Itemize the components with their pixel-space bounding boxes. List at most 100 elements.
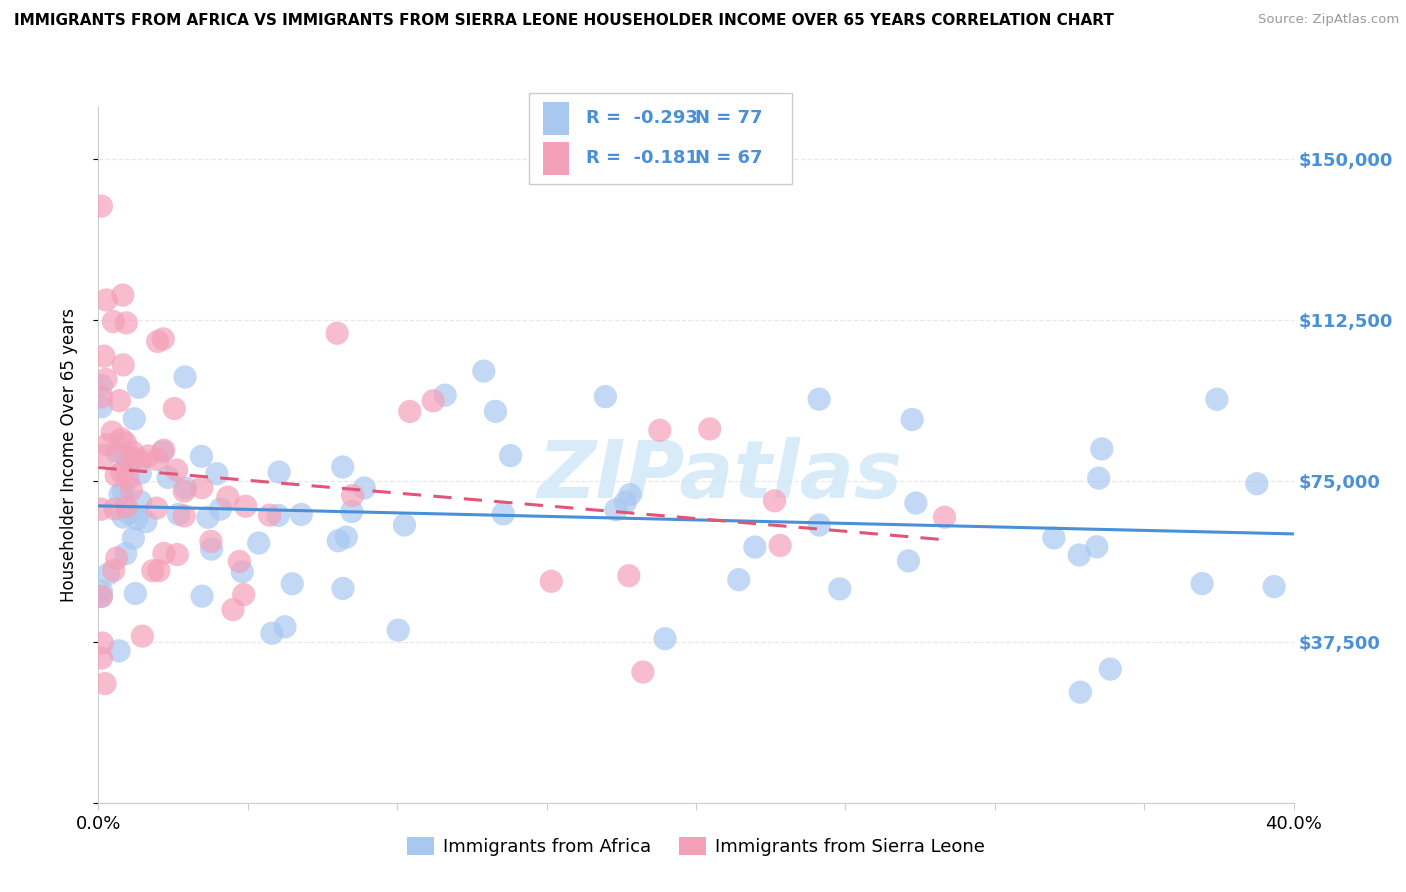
Point bbox=[104, 502, 127, 516]
Point bbox=[150, 444, 173, 458]
Point bbox=[97, 566, 120, 581]
Point bbox=[91, 636, 114, 650]
Point bbox=[129, 494, 152, 508]
FancyBboxPatch shape bbox=[543, 102, 569, 136]
Point bbox=[117, 471, 139, 485]
Point bbox=[129, 453, 152, 467]
Point bbox=[342, 488, 364, 502]
Point bbox=[332, 582, 354, 596]
Point bbox=[90, 590, 112, 604]
Point bbox=[499, 449, 522, 463]
Point bbox=[200, 542, 222, 557]
FancyBboxPatch shape bbox=[529, 93, 792, 184]
Point bbox=[156, 470, 179, 484]
Point bbox=[191, 589, 214, 603]
Point bbox=[290, 508, 312, 522]
Point bbox=[484, 404, 506, 418]
Point bbox=[1087, 471, 1109, 485]
Point bbox=[763, 493, 786, 508]
Point bbox=[232, 588, 254, 602]
Point bbox=[115, 450, 138, 464]
Point bbox=[174, 370, 197, 384]
Point bbox=[166, 548, 188, 562]
Y-axis label: Householder Income Over 65 years: Householder Income Over 65 years bbox=[59, 308, 77, 602]
Point bbox=[727, 573, 749, 587]
Point bbox=[163, 401, 186, 416]
Point bbox=[146, 334, 169, 349]
Point bbox=[828, 582, 851, 596]
Point bbox=[648, 423, 671, 437]
Point bbox=[901, 412, 924, 426]
Text: Source: ZipAtlas.com: Source: ZipAtlas.com bbox=[1258, 13, 1399, 27]
Point bbox=[472, 364, 495, 378]
Point bbox=[103, 563, 125, 577]
Point bbox=[274, 620, 297, 634]
Point bbox=[1085, 540, 1108, 554]
Point bbox=[111, 288, 134, 302]
Point bbox=[114, 435, 136, 450]
Point bbox=[90, 400, 112, 414]
Text: ZIPatlas: ZIPatlas bbox=[537, 437, 903, 515]
FancyBboxPatch shape bbox=[543, 142, 569, 175]
Point bbox=[492, 507, 515, 521]
Point bbox=[167, 508, 190, 522]
Point bbox=[387, 623, 409, 637]
Point bbox=[131, 629, 153, 643]
Point bbox=[173, 484, 195, 499]
Point bbox=[152, 443, 174, 458]
Point bbox=[744, 540, 766, 554]
Point bbox=[166, 463, 188, 477]
Point bbox=[148, 564, 170, 578]
Point bbox=[96, 293, 118, 307]
Point bbox=[174, 481, 197, 495]
Point bbox=[136, 449, 159, 463]
Point bbox=[222, 602, 245, 616]
Point bbox=[191, 481, 214, 495]
Point bbox=[247, 536, 270, 550]
Point bbox=[434, 388, 457, 402]
Point bbox=[90, 651, 112, 665]
Point bbox=[115, 451, 138, 466]
Point bbox=[934, 510, 956, 524]
Point bbox=[328, 533, 350, 548]
Point bbox=[200, 534, 222, 549]
Point bbox=[94, 676, 117, 690]
Point bbox=[94, 372, 117, 386]
Point bbox=[142, 564, 165, 578]
Point bbox=[120, 483, 142, 497]
Point bbox=[259, 508, 281, 523]
Point bbox=[1099, 662, 1122, 676]
Point bbox=[281, 576, 304, 591]
Point bbox=[122, 411, 145, 425]
Point bbox=[96, 437, 118, 451]
Point bbox=[197, 510, 219, 524]
Point bbox=[90, 378, 112, 392]
Point bbox=[1069, 548, 1091, 562]
Point bbox=[260, 626, 283, 640]
Point bbox=[124, 451, 146, 466]
Point bbox=[146, 452, 169, 467]
Point bbox=[103, 315, 125, 329]
Point bbox=[90, 589, 112, 603]
Point bbox=[108, 487, 131, 501]
Point bbox=[231, 565, 253, 579]
Point bbox=[122, 531, 145, 545]
Point bbox=[267, 508, 290, 523]
Point bbox=[110, 432, 132, 446]
Point bbox=[631, 665, 654, 679]
Point bbox=[121, 445, 143, 459]
Text: N = 67: N = 67 bbox=[695, 149, 762, 167]
Point bbox=[190, 450, 212, 464]
Point bbox=[605, 503, 627, 517]
Point bbox=[117, 506, 139, 520]
Point bbox=[394, 518, 416, 533]
Point bbox=[127, 380, 149, 394]
Point bbox=[1069, 685, 1091, 699]
Point bbox=[1205, 392, 1227, 407]
Point bbox=[1191, 576, 1213, 591]
Point bbox=[105, 468, 128, 483]
Point bbox=[332, 460, 354, 475]
Point bbox=[108, 393, 131, 408]
Point bbox=[115, 316, 138, 330]
Point bbox=[619, 488, 641, 502]
